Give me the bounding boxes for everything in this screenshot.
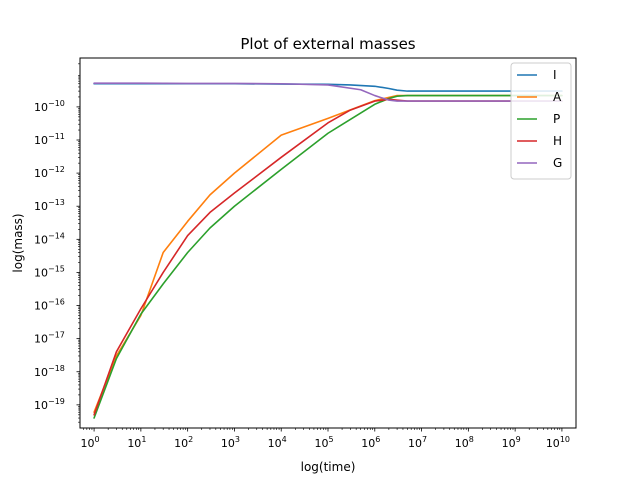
x-tick-label: 106 [361, 435, 380, 450]
x-tick-exponent: 2 [188, 435, 193, 444]
y-tick-base: 10 [34, 266, 48, 279]
y-tick-base: 10 [34, 333, 48, 346]
x-tick-exponent: 0 [95, 435, 100, 444]
y-tick-base: 10 [34, 233, 48, 246]
y-axis-label: log(mass) [11, 213, 25, 272]
y-tick-base: 10 [34, 300, 48, 313]
legend-label-a: A [553, 90, 562, 104]
y-tick-exponent: −17 [48, 331, 65, 340]
y-tick-label: 10−11 [34, 132, 65, 147]
x-axis-label: log(time) [301, 460, 356, 474]
y-tick-label: 10−12 [34, 165, 65, 180]
y-tick-label: 10−16 [34, 298, 65, 313]
series-lines [93, 82, 563, 419]
x-tick-exponent: 3 [235, 435, 240, 444]
x-tick-base: 10 [408, 437, 422, 450]
x-tick-base: 10 [268, 437, 282, 450]
y-axis-ticks: 10−1910−1810−1710−1610−1510−1410−1310−12… [34, 63, 80, 423]
x-tick-label: 104 [268, 435, 287, 450]
y-tick-exponent: −12 [48, 165, 65, 174]
y-tick-base: 10 [34, 167, 48, 180]
x-tick-exponent: 8 [469, 435, 474, 444]
y-tick-label: 10−18 [34, 364, 65, 379]
x-tick-base: 10 [546, 437, 560, 450]
x-tick-label: 107 [408, 435, 427, 450]
x-tick-label: 109 [502, 435, 521, 450]
x-axis-ticks: 100 101 102 103 104 105 106 107 108 109 1010 [81, 428, 570, 450]
x-tick-exponent: 9 [516, 435, 521, 444]
x-tick-base: 10 [314, 437, 328, 450]
y-tick-label: 10−17 [34, 331, 65, 346]
y-tick-label: 10−19 [34, 397, 65, 412]
y-tick-label: 10−15 [34, 264, 65, 279]
y-tick-exponent: −13 [48, 198, 65, 207]
legend-label-p: P [553, 112, 560, 126]
x-tick-exponent: 5 [328, 435, 333, 444]
x-tick-exponent: 4 [282, 435, 287, 444]
x-tick-base: 10 [81, 437, 95, 450]
x-tick-label: 101 [127, 435, 146, 450]
y-tick-exponent: −18 [48, 364, 65, 373]
series-line-g [93, 82, 563, 102]
y-tick-label: 10−14 [34, 231, 65, 246]
y-tick-exponent: −10 [48, 99, 65, 108]
x-tick-base: 10 [174, 437, 188, 450]
x-tick-base: 10 [502, 437, 516, 450]
chart-title: Plot of external masses [240, 35, 415, 53]
legend-box [510, 62, 572, 180]
x-tick-label: 105 [314, 435, 333, 450]
x-tick-base: 10 [221, 437, 235, 450]
y-tick-base: 10 [34, 101, 48, 114]
legend-label-i: I [553, 68, 557, 82]
x-tick-label: 1010 [546, 435, 570, 450]
legend-label-h: H [553, 134, 562, 148]
y-tick-base: 10 [34, 200, 48, 213]
y-tick-base: 10 [34, 399, 48, 412]
x-tick-base: 10 [361, 437, 375, 450]
x-tick-exponent: 10 [560, 435, 570, 444]
series-line-p [93, 94, 563, 419]
y-tick-exponent: −15 [48, 264, 65, 273]
y-tick-base: 10 [34, 366, 48, 379]
y-tick-exponent: −19 [48, 397, 65, 406]
x-tick-exponent: 1 [141, 435, 146, 444]
y-tick-exponent: −11 [48, 132, 65, 141]
y-tick-label: 10−10 [34, 99, 65, 114]
x-tick-label: 108 [455, 435, 474, 450]
x-tick-exponent: 6 [375, 435, 380, 444]
y-tick-base: 10 [34, 134, 48, 147]
y-tick-exponent: −14 [48, 231, 65, 240]
x-tick-exponent: 7 [422, 435, 427, 444]
y-tick-exponent: −16 [48, 298, 65, 307]
x-tick-label: 103 [221, 435, 240, 450]
x-tick-label: 100 [81, 435, 100, 450]
y-tick-label: 10−13 [34, 198, 65, 213]
x-tick-base: 10 [127, 437, 141, 450]
x-tick-label: 102 [174, 435, 193, 450]
x-tick-base: 10 [455, 437, 469, 450]
legend-label-g: G [553, 156, 562, 170]
